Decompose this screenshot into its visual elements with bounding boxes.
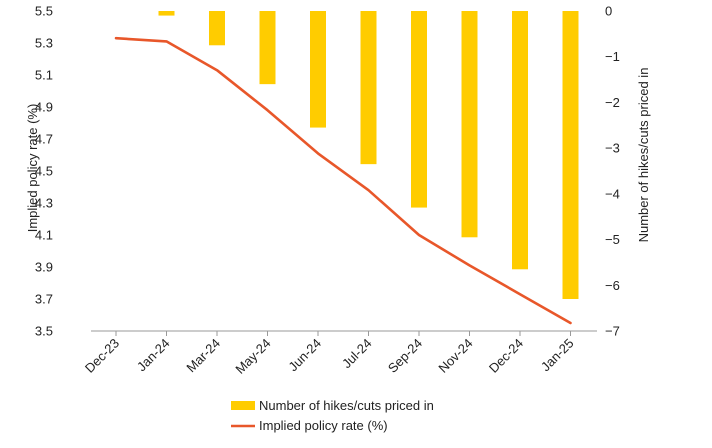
left-tick-label: 5.1	[35, 68, 53, 83]
bar-may-24	[259, 11, 276, 85]
right-tick-label: −3	[605, 141, 620, 156]
x-tick-label: May-24	[232, 336, 273, 377]
left-tick-label: 5.5	[35, 4, 53, 19]
right-tick-label: −7	[605, 324, 620, 339]
left-axis-ticks: 3.5 3.7 3.9 4.1 4.3 4.5 4.7 4.9 5.1 5.3 5.5	[35, 4, 53, 339]
left-tick-label: 4.7	[35, 132, 53, 147]
right-tick-label: −5	[605, 232, 620, 247]
right-axis-title: Number of hikes/cuts priced in	[636, 68, 651, 243]
x-tick-label: Jul-24	[339, 336, 375, 372]
bar-jul-24	[360, 11, 377, 165]
x-tick-label: Dec-24	[486, 336, 526, 376]
x-axis-ticks	[115, 331, 571, 336]
bar-sep-24	[411, 11, 427, 208]
policy-rate-line	[114, 36, 572, 325]
right-axis-ticks: 0 −1 −2 −3 −4 −5 −6 −7	[605, 4, 620, 339]
left-tick-label: 4.3	[35, 196, 53, 211]
x-axis-labels: Dec-23 Jan-24 Mar-24 May-24 Jun-24 Jul-24 Sep-…	[82, 336, 577, 377]
left-tick-label: 3.7	[35, 292, 53, 307]
bar-jun-24	[310, 11, 326, 128]
x-tick-label: Jan-24	[134, 336, 173, 375]
x-tick-label: Mar-24	[183, 336, 223, 376]
right-tick-label: −6	[605, 278, 620, 293]
left-axis-title: Implied policy rate (%)	[25, 104, 40, 233]
right-tick-label: −2	[605, 95, 620, 110]
legend-label-bars: Number of hikes/cuts priced in	[259, 398, 434, 413]
x-tick-label: Nov-24	[435, 336, 475, 376]
legend: Number of hikes/cuts priced in Implied p…	[231, 398, 434, 433]
left-tick-label: 4.5	[35, 164, 53, 179]
left-tick-label: 5.3	[35, 36, 53, 51]
legend-label-line: Implied policy rate (%)	[259, 418, 388, 433]
bar-jan-24	[158, 11, 175, 16]
bar-dec-24	[512, 11, 528, 270]
right-tick-label: −4	[605, 186, 620, 201]
x-tick-label: Jun-24	[285, 336, 324, 375]
x-tick-label: Dec-23	[82, 336, 122, 376]
x-tick-label: Jan-25	[538, 336, 577, 375]
left-tick-label: 4.9	[35, 100, 53, 115]
x-tick-label: Sep-24	[385, 336, 425, 376]
bar-nov-24	[461, 11, 478, 238]
left-tick-label: 3.9	[35, 260, 53, 275]
bar-mar-24	[209, 11, 225, 46]
legend-swatch-bars	[231, 401, 255, 410]
right-tick-label: 0	[605, 4, 612, 19]
bar-series	[158, 11, 579, 299]
left-tick-label: 3.5	[35, 324, 53, 339]
left-tick-label: 4.1	[35, 228, 53, 243]
bar-jan-25	[562, 11, 579, 299]
right-tick-label: −1	[605, 49, 620, 64]
